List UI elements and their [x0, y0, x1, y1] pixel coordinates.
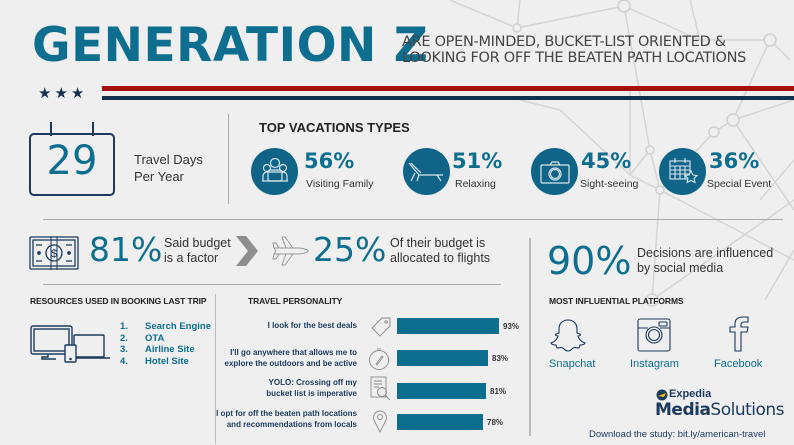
- vertical-divider: [228, 114, 229, 204]
- calendar-icon: [29, 133, 115, 196]
- vacation-label-relaxing: Relaxing: [455, 178, 496, 190]
- travel-days-value: 29: [46, 138, 98, 184]
- price-tag-icon: [370, 316, 392, 343]
- page-subtitle: ARE OPEN-MINDED, BUCKET-LIST ORIENTED & …: [402, 34, 747, 66]
- facebook-icon[interactable]: [727, 316, 751, 357]
- resources-heading: RESOURCES USED IN BOOKING LAST TRIP: [30, 296, 207, 306]
- navy-stripe-divider: [102, 96, 794, 100]
- personality-value: 93%: [503, 322, 520, 331]
- platforms-heading: MOST INFLUENTIAL PLATFORMS: [549, 296, 684, 306]
- chevron-right-icon: [236, 236, 258, 271]
- personality-label: I look for the best deals: [267, 321, 357, 330]
- travel-days-label: Travel Days Per Year: [134, 152, 203, 184]
- red-stripe-divider: [102, 86, 794, 91]
- personality-label: I opt for off the beaten path locations …: [216, 409, 357, 429]
- resource-item: 2. OTA: [120, 332, 165, 344]
- personality-value: 81%: [490, 387, 507, 396]
- devices-icon: [30, 325, 110, 370]
- personality-label: I'll go anywhere that allows me to explo…: [224, 348, 357, 368]
- vacation-label-sight-seeing: Sight-seeing: [580, 178, 639, 190]
- resource-item: 1. Search Engine: [120, 321, 211, 332]
- media-solutions-logo: MediaSolutions: [655, 400, 785, 420]
- money-bill-icon: $: [29, 236, 79, 275]
- platform-label-instagram[interactable]: Instagram: [630, 358, 679, 370]
- vacation-pct-sight-seeing: 45%: [581, 149, 632, 173]
- expedia-globe-icon: [656, 388, 668, 406]
- vacation-pct-special-event: 36%: [709, 149, 760, 173]
- resource-item: 4. Hotel Site: [120, 355, 189, 367]
- resource-item: 3. Airline Site: [120, 344, 195, 355]
- vacation-label-visiting-family: Visiting Family: [306, 178, 374, 190]
- horizontal-divider: [43, 284, 501, 285]
- vertical-divider: [215, 294, 216, 444]
- platform-label-facebook[interactable]: Facebook: [714, 358, 763, 370]
- personality-value: 83%: [492, 354, 509, 363]
- lounge-chair-icon: [403, 148, 450, 195]
- svg-text:$: $: [51, 248, 57, 260]
- expedia-logo-text: Expedia: [669, 388, 712, 400]
- vertical-divider: [529, 238, 531, 436]
- vacation-label-special-event: Special Event: [707, 178, 772, 190]
- personality-bar: [397, 383, 486, 399]
- personality-label: YOLO: Crossing off my bucket list is imp…: [266, 378, 357, 398]
- budget-pct: 81%: [89, 230, 163, 269]
- top-vacations-heading: TOP VACATIONS TYPES: [259, 120, 410, 135]
- horizontal-divider: [43, 219, 783, 220]
- calendar-star-icon: [659, 148, 706, 195]
- vacation-pct-visiting-family: 56%: [304, 149, 355, 173]
- travel-personality-heading: TRAVEL PERSONALITY: [248, 296, 343, 306]
- family-icon: [251, 148, 298, 195]
- social-pct: 90%: [547, 239, 632, 283]
- checklist-search-icon: [370, 376, 394, 407]
- instagram-icon[interactable]: [637, 318, 671, 357]
- snapchat-icon[interactable]: [550, 318, 586, 357]
- flights-label: Of their budget is allocated to flights: [390, 236, 491, 265]
- personality-bar: [397, 350, 488, 366]
- personality-bar: [397, 414, 483, 430]
- map-pin-icon: [372, 409, 388, 438]
- personality-bar: [397, 318, 499, 334]
- vacation-pct-relaxing: 51%: [452, 149, 503, 173]
- budget-label: Said budget is a factor: [164, 236, 231, 265]
- page-title: GENERATION Z: [32, 18, 429, 73]
- airplane-icon: [272, 236, 310, 271]
- download-study-link[interactable]: Download the study: bit.ly/american-trav…: [589, 429, 766, 440]
- resources-list: 1. Search Engine 2. OTA 3. Airline Site 4. H…: [120, 321, 211, 367]
- platform-label-snapchat[interactable]: Snapchat: [549, 358, 596, 370]
- social-label: Decisions are influenced by social media: [637, 246, 774, 275]
- calendar-ring-right: [92, 122, 94, 136]
- camera-icon: [531, 148, 578, 195]
- compass-icon: [368, 347, 390, 376]
- calendar-ring-left: [50, 122, 52, 136]
- flights-pct: 25%: [313, 230, 387, 269]
- stars-decoration: ★★★: [38, 85, 88, 102]
- personality-value: 78%: [487, 418, 504, 427]
